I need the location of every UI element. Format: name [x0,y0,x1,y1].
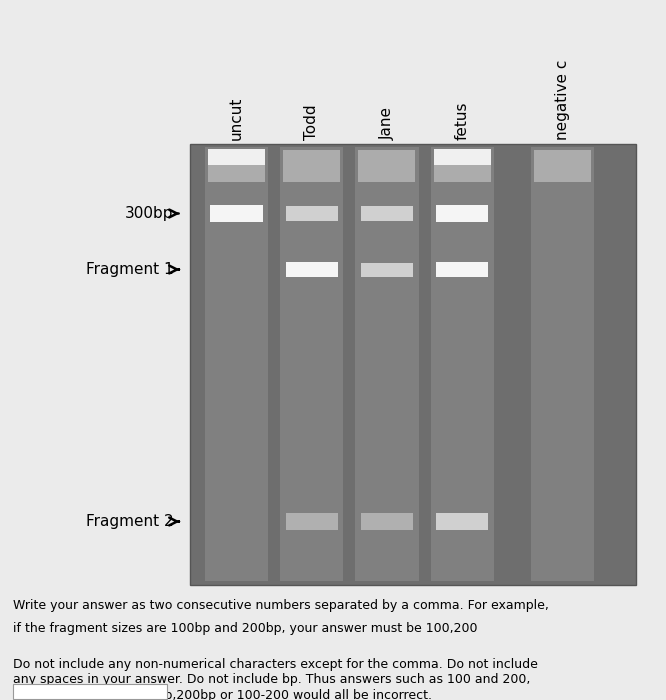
Text: Fragment 1: Fragment 1 [85,262,179,277]
Text: 100/200, 100.200, 100bp,200bp or 100-200 would all be incorrect.: 100/200, 100.200, 100bp,200bp or 100-200… [13,689,432,700]
Text: Fragment 2: Fragment 2 [85,514,179,529]
Bar [286,206,338,221]
Bar [361,512,413,531]
Bar [436,262,488,277]
Bar [434,149,491,164]
Bar [436,512,488,531]
Bar [210,204,263,223]
Text: uncut: uncut [229,97,244,140]
Bar [286,512,338,531]
Bar [531,147,594,581]
Bar [13,684,166,699]
Bar [280,147,344,581]
Bar [534,150,591,182]
Bar [190,144,636,584]
Text: Do not include any non-numerical characters except for the comma. Do not include: Do not include any non-numerical charact… [13,658,538,671]
Bar [434,150,491,182]
Text: fetus: fetus [455,102,470,140]
Text: if the fragment sizes are 100bp and 200bp, your answer must be 100,200: if the fragment sizes are 100bp and 200b… [13,622,478,635]
Bar [208,149,265,164]
Bar [430,147,494,581]
Bar [356,147,418,581]
Text: any spaces in your answer. Do not include bp. Thus answers such as 100 and 200,: any spaces in your answer. Do not includ… [13,673,531,687]
Text: 300bp: 300bp [125,206,179,221]
Text: negative c: negative c [555,60,570,140]
Bar [283,150,340,182]
Bar [436,204,488,223]
Bar [208,150,265,182]
Bar [205,147,268,581]
Bar [361,262,413,276]
Text: Write your answer as two consecutive numbers separated by a comma. For example,: Write your answer as two consecutive num… [13,598,549,612]
Bar [358,150,416,182]
Text: Todd: Todd [304,104,319,140]
Bar [286,262,338,277]
Text: Jane: Jane [380,107,394,140]
Bar [361,206,413,221]
